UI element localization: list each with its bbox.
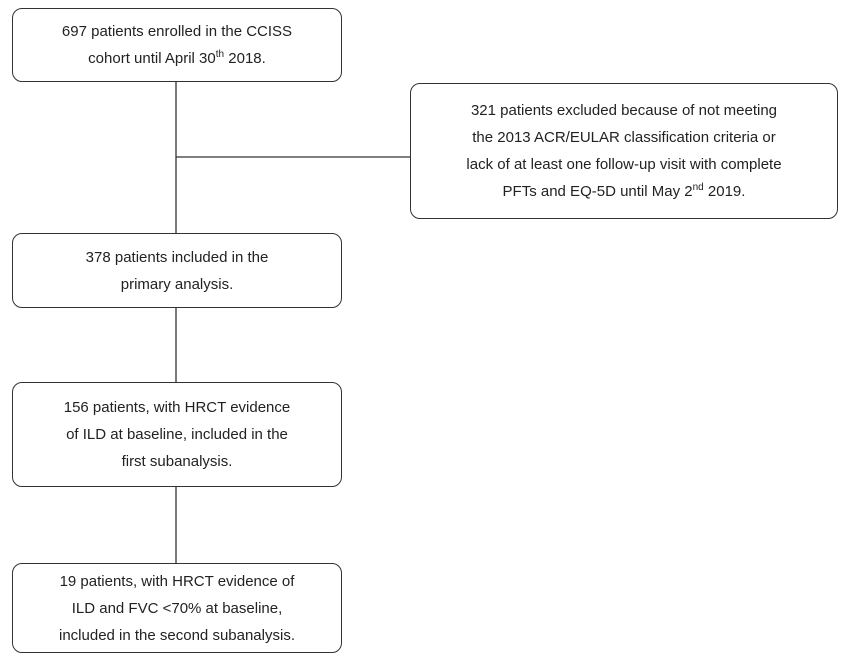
- text-line: the 2013 ACR/EULAR classification criter…: [472, 129, 776, 146]
- text-line: 321 patients excluded because of not mee…: [470, 102, 778, 119]
- superscript: th: [215, 49, 225, 60]
- text-line: lack of at least one follow-up visit wit…: [466, 156, 782, 173]
- text-part: PFTs and EQ-5D until May 2: [502, 183, 693, 200]
- primary-box: 378 patients included in the primary anal…: [12, 233, 342, 308]
- subanalysis-1-box: 156 patients, with HRCT evidence of ILD a…: [12, 382, 342, 487]
- subanalysis-2-box: 19 patients, with HRCT evidence of ILD an…: [12, 563, 342, 653]
- text-part: 2018.: [224, 50, 266, 67]
- text-part: 2019.: [703, 183, 746, 200]
- superscript: nd: [692, 182, 704, 193]
- text-line: 19 patients, with HRCT evidence of: [59, 572, 295, 590]
- text-line: included in the second subanalysis.: [59, 626, 295, 644]
- text-line: 697 patients enrolled in the CCISS: [61, 23, 293, 40]
- text-line: primary analysis.: [120, 275, 234, 293]
- text-line: 156 patients, with HRCT evidence: [63, 399, 291, 416]
- text-line: PFTs and EQ-5D until May 2nd 2019.: [503, 178, 746, 205]
- excluded-box: 321 patients excluded because of not mee…: [410, 83, 838, 219]
- text-line: 378 patients included in the: [85, 248, 269, 266]
- text-line: of ILD at baseline, included in the: [66, 426, 288, 443]
- text-line: first subanalysis.: [121, 453, 233, 470]
- enrolled-box: 697 patients enrolled in the CCISS cohort…: [12, 8, 342, 82]
- text-line: ILD and FVC <70% at baseline,: [71, 599, 283, 617]
- text-line: cohort until April 30th 2018.: [88, 45, 266, 72]
- text-part: cohort until April 30: [88, 50, 216, 67]
